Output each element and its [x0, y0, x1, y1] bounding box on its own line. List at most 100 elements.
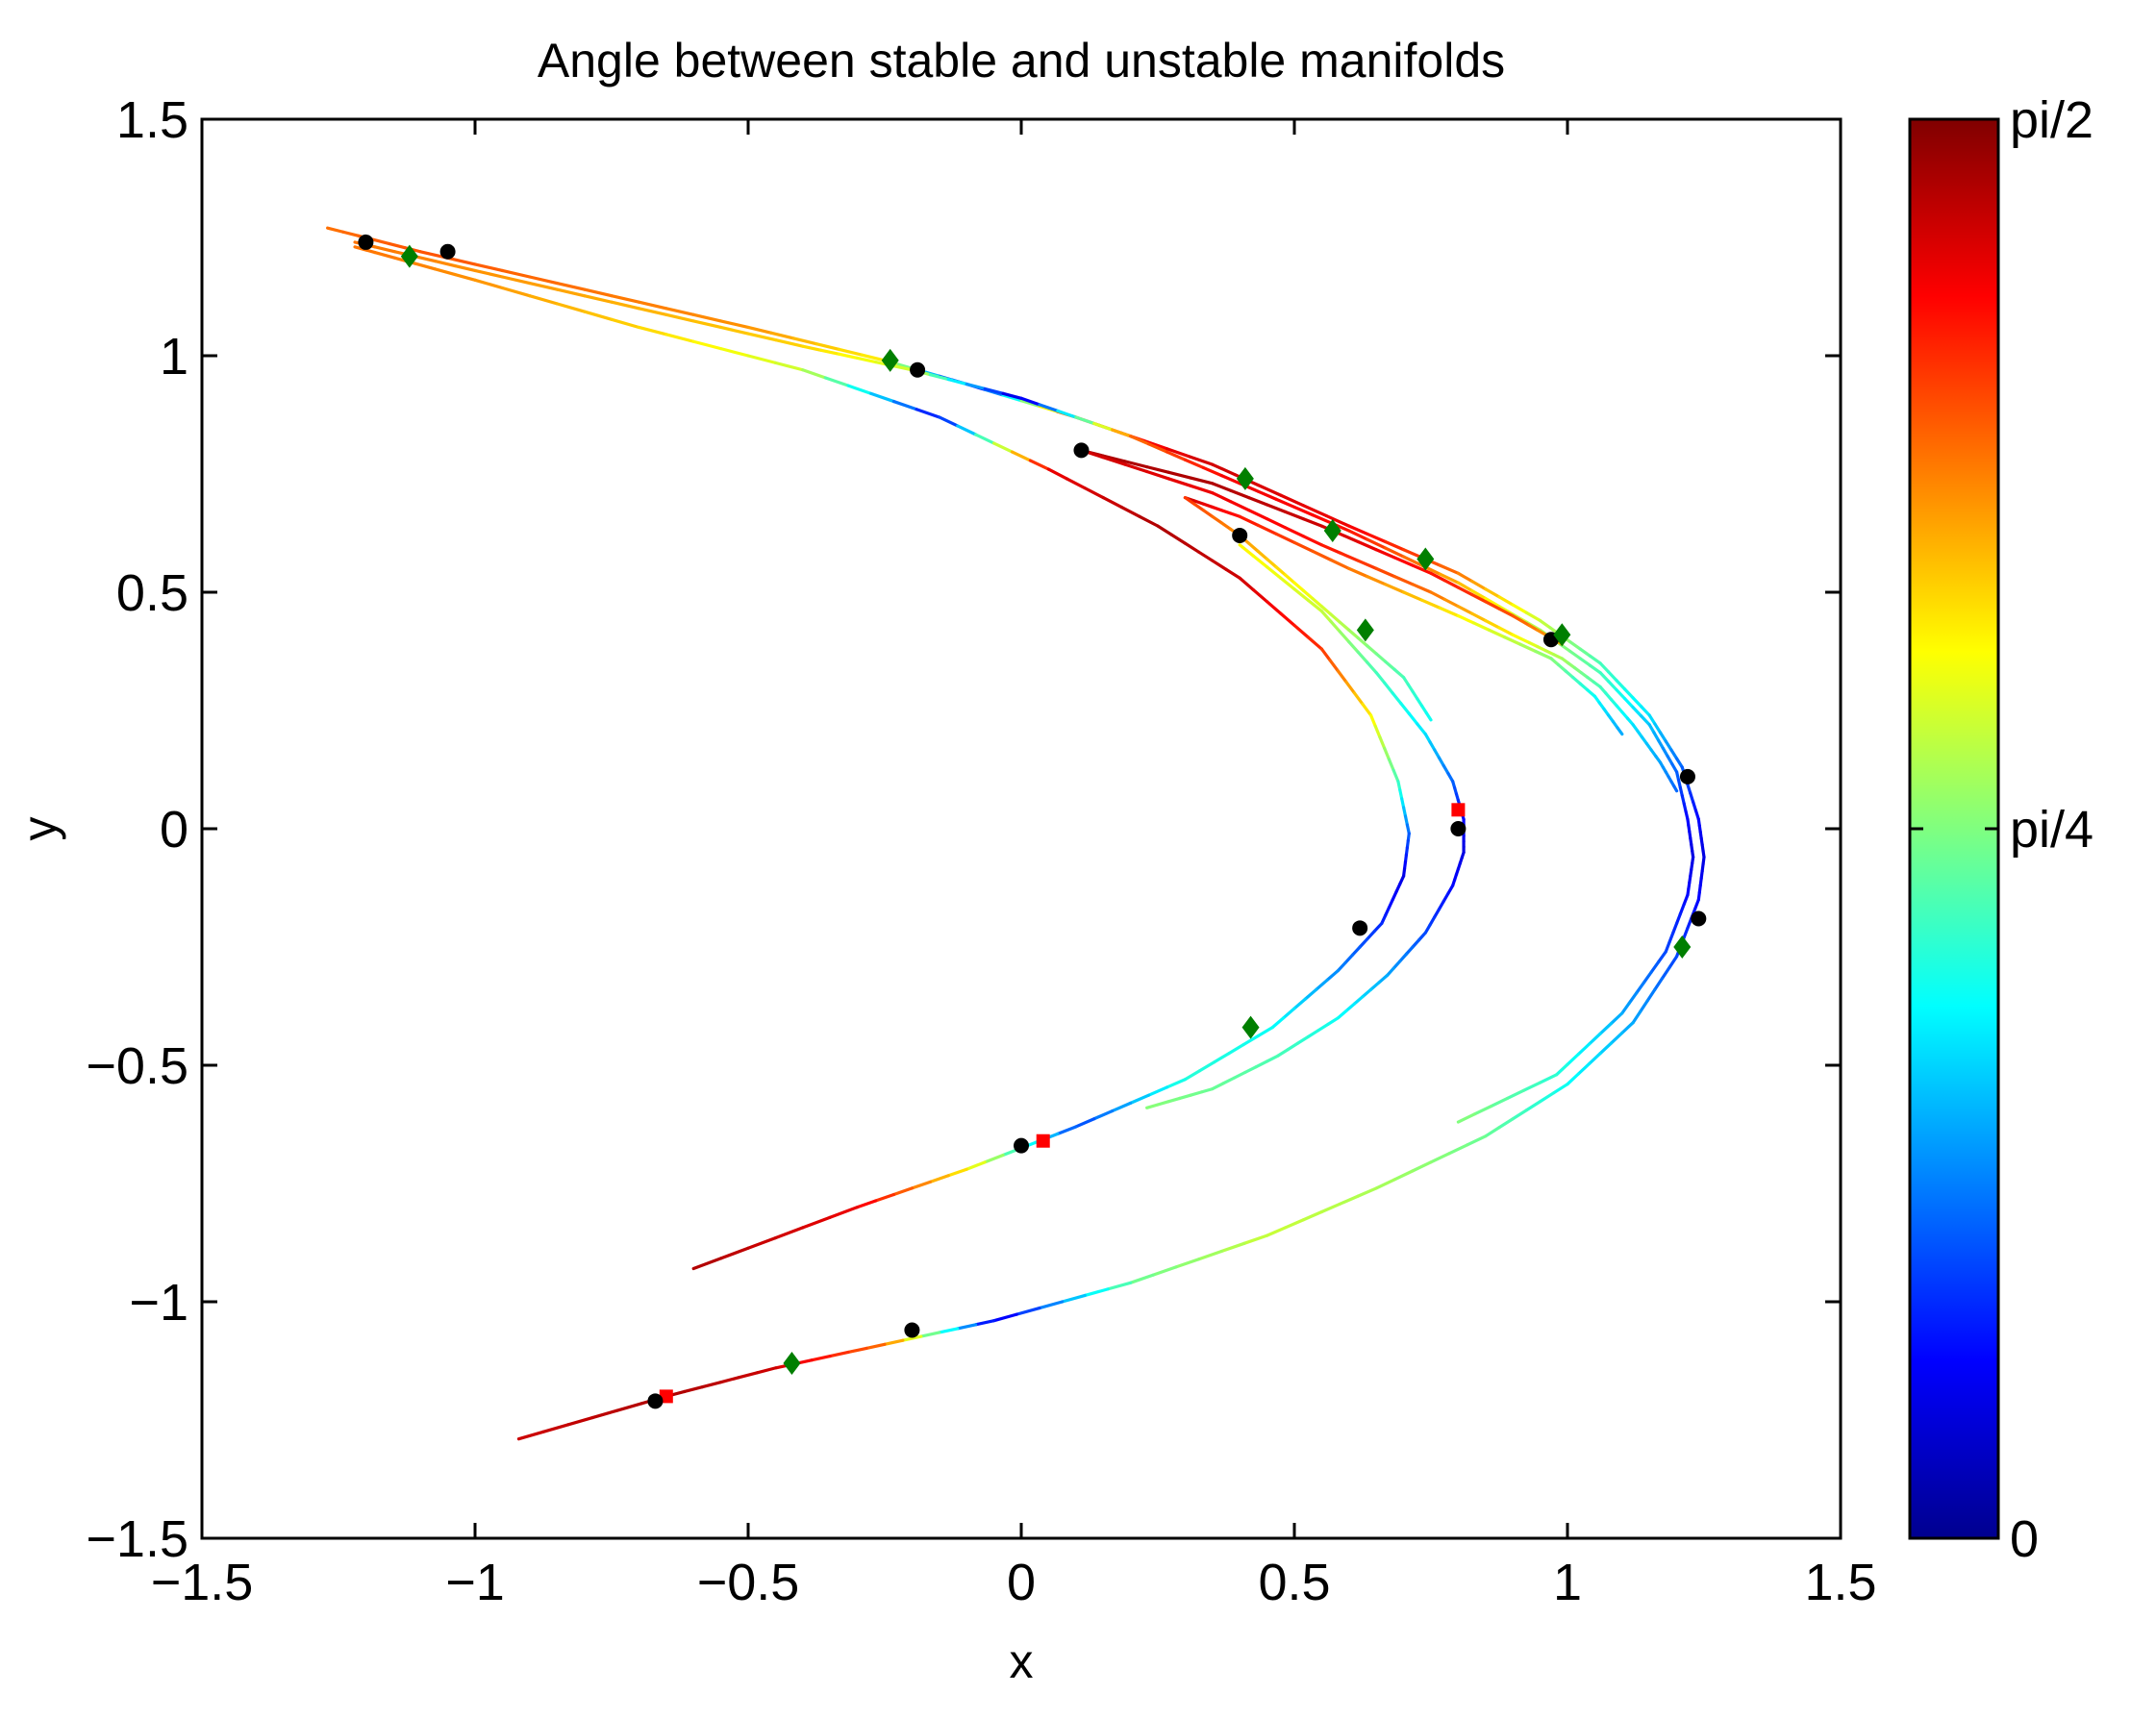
- curve-segment: [1552, 1083, 1569, 1095]
- curve-segment: [1270, 1016, 1286, 1030]
- curve-segment: [1469, 588, 1488, 601]
- curve-segment: [1407, 711, 1419, 726]
- red-square-marker: [1036, 1134, 1050, 1148]
- curve-segment: [1128, 1273, 1155, 1284]
- curve-segment: [946, 378, 968, 386]
- y-tick-label: 0: [160, 801, 188, 859]
- curve-segment: [1145, 469, 1170, 481]
- curve-segment: [1456, 571, 1474, 584]
- curve-segment: [1247, 495, 1269, 507]
- curve-segment: [1015, 1306, 1041, 1316]
- curve-segment: [801, 368, 828, 380]
- curve-segment: [528, 281, 559, 291]
- x-tick-label: 0.5: [1258, 1554, 1330, 1611]
- curve-segment: [1183, 495, 1196, 506]
- curve-segment: [341, 230, 361, 237]
- y-tick-label: −0.5: [86, 1037, 188, 1095]
- curve-segment: [701, 1381, 723, 1389]
- curve-segment: [1598, 1021, 1614, 1035]
- curve-segment: [1534, 649, 1553, 660]
- curve-segment: [1211, 462, 1238, 477]
- curve-segment: [1424, 710, 1433, 722]
- curve-segment: [541, 1423, 570, 1433]
- black-circle-marker: [1691, 910, 1707, 927]
- curve-segment: [1609, 1011, 1624, 1026]
- curve-segment: [1391, 691, 1403, 706]
- curve-segment: [413, 255, 437, 263]
- curve-segment: [1056, 409, 1078, 419]
- axes-frame: [200, 117, 1843, 1540]
- curve-segment: [1292, 540, 1315, 553]
- curve-segment: [1311, 596, 1324, 609]
- curve-segment: [1219, 509, 1233, 515]
- curve-segment: [615, 1402, 643, 1412]
- curve-segment: [1028, 459, 1051, 471]
- curve-segment: [1174, 1258, 1201, 1269]
- curve-segment: [1471, 621, 1492, 632]
- curve-segment: [1106, 1281, 1133, 1291]
- plot-area: [326, 226, 1707, 1441]
- x-tick-label: 1.5: [1804, 1554, 1876, 1611]
- curve-segment: [637, 300, 668, 311]
- curve-segment: [1411, 583, 1433, 594]
- curve-segment: [1169, 533, 1188, 545]
- curve-segment: [1311, 549, 1333, 561]
- curve-segment: [1092, 1109, 1115, 1121]
- curve-segment: [1372, 921, 1384, 934]
- curve-segment: [1416, 722, 1427, 736]
- curve-segment: [974, 433, 996, 445]
- curve-segment: [1352, 995, 1365, 1006]
- curve-segment: [1356, 559, 1378, 571]
- x-axis-label: x: [1010, 1634, 1034, 1688]
- curve-segment: [1128, 1093, 1151, 1105]
- markers: [358, 234, 1707, 1409]
- manifold-curve-manifold-fold-4: [1183, 495, 1433, 722]
- curve-segment: [1678, 903, 1686, 916]
- green-diamond-marker: [1236, 466, 1254, 490]
- curve-segment: [1361, 987, 1373, 999]
- curve-segment: [555, 281, 587, 291]
- curve-segment: [1456, 1112, 1477, 1124]
- curve-segment: [1366, 929, 1376, 941]
- curve-segment: [746, 325, 773, 335]
- curve-segment: [1211, 491, 1233, 504]
- curve-segment: [1178, 1093, 1192, 1101]
- curve-segment: [1527, 623, 1540, 632]
- curve-segment: [1183, 458, 1205, 470]
- curve-segment: [810, 1354, 832, 1362]
- curve-segment: [855, 356, 878, 364]
- curve-segment: [1417, 931, 1427, 942]
- curve-segment: [1401, 548, 1424, 560]
- colorbar-tick-label: 0: [2010, 1510, 2039, 1568]
- curve-segment: [1292, 997, 1307, 1010]
- curve-segment: [1589, 663, 1602, 675]
- curve-segment: [500, 286, 532, 298]
- curve-segment: [1568, 649, 1582, 660]
- manifold-curve-manifold-fold-1: [1079, 448, 1564, 646]
- curve-segment: [1265, 1054, 1280, 1063]
- curve-segment: [828, 1350, 850, 1358]
- curve-segment: [1241, 1034, 1260, 1047]
- curve-segment: [1338, 630, 1351, 644]
- y-axis-label: y: [13, 817, 66, 841]
- curve-segment: [1326, 1016, 1341, 1026]
- curve-segment: [691, 339, 723, 351]
- curve-segment: [1242, 1233, 1269, 1245]
- curve-segment: [928, 373, 950, 382]
- curve-segment: [983, 386, 1005, 395]
- curve-segment: [991, 441, 1015, 454]
- curve-segment: [1586, 688, 1597, 698]
- curve-segment: [1566, 1052, 1580, 1066]
- curve-segment: [1469, 592, 1488, 604]
- x-tick-label: 1: [1553, 1554, 1582, 1611]
- curve-segment: [1238, 514, 1260, 527]
- green-diamond-marker: [1323, 519, 1341, 543]
- curve-segment: [1189, 484, 1215, 495]
- curve-segment: [1229, 488, 1251, 500]
- curve-segment: [610, 317, 641, 330]
- curve-segment: [1616, 726, 1624, 736]
- curve-segment: [516, 1430, 545, 1441]
- curve-segment: [1111, 428, 1133, 438]
- curve-segment: [1229, 500, 1251, 512]
- curve-segment: [1292, 587, 1310, 602]
